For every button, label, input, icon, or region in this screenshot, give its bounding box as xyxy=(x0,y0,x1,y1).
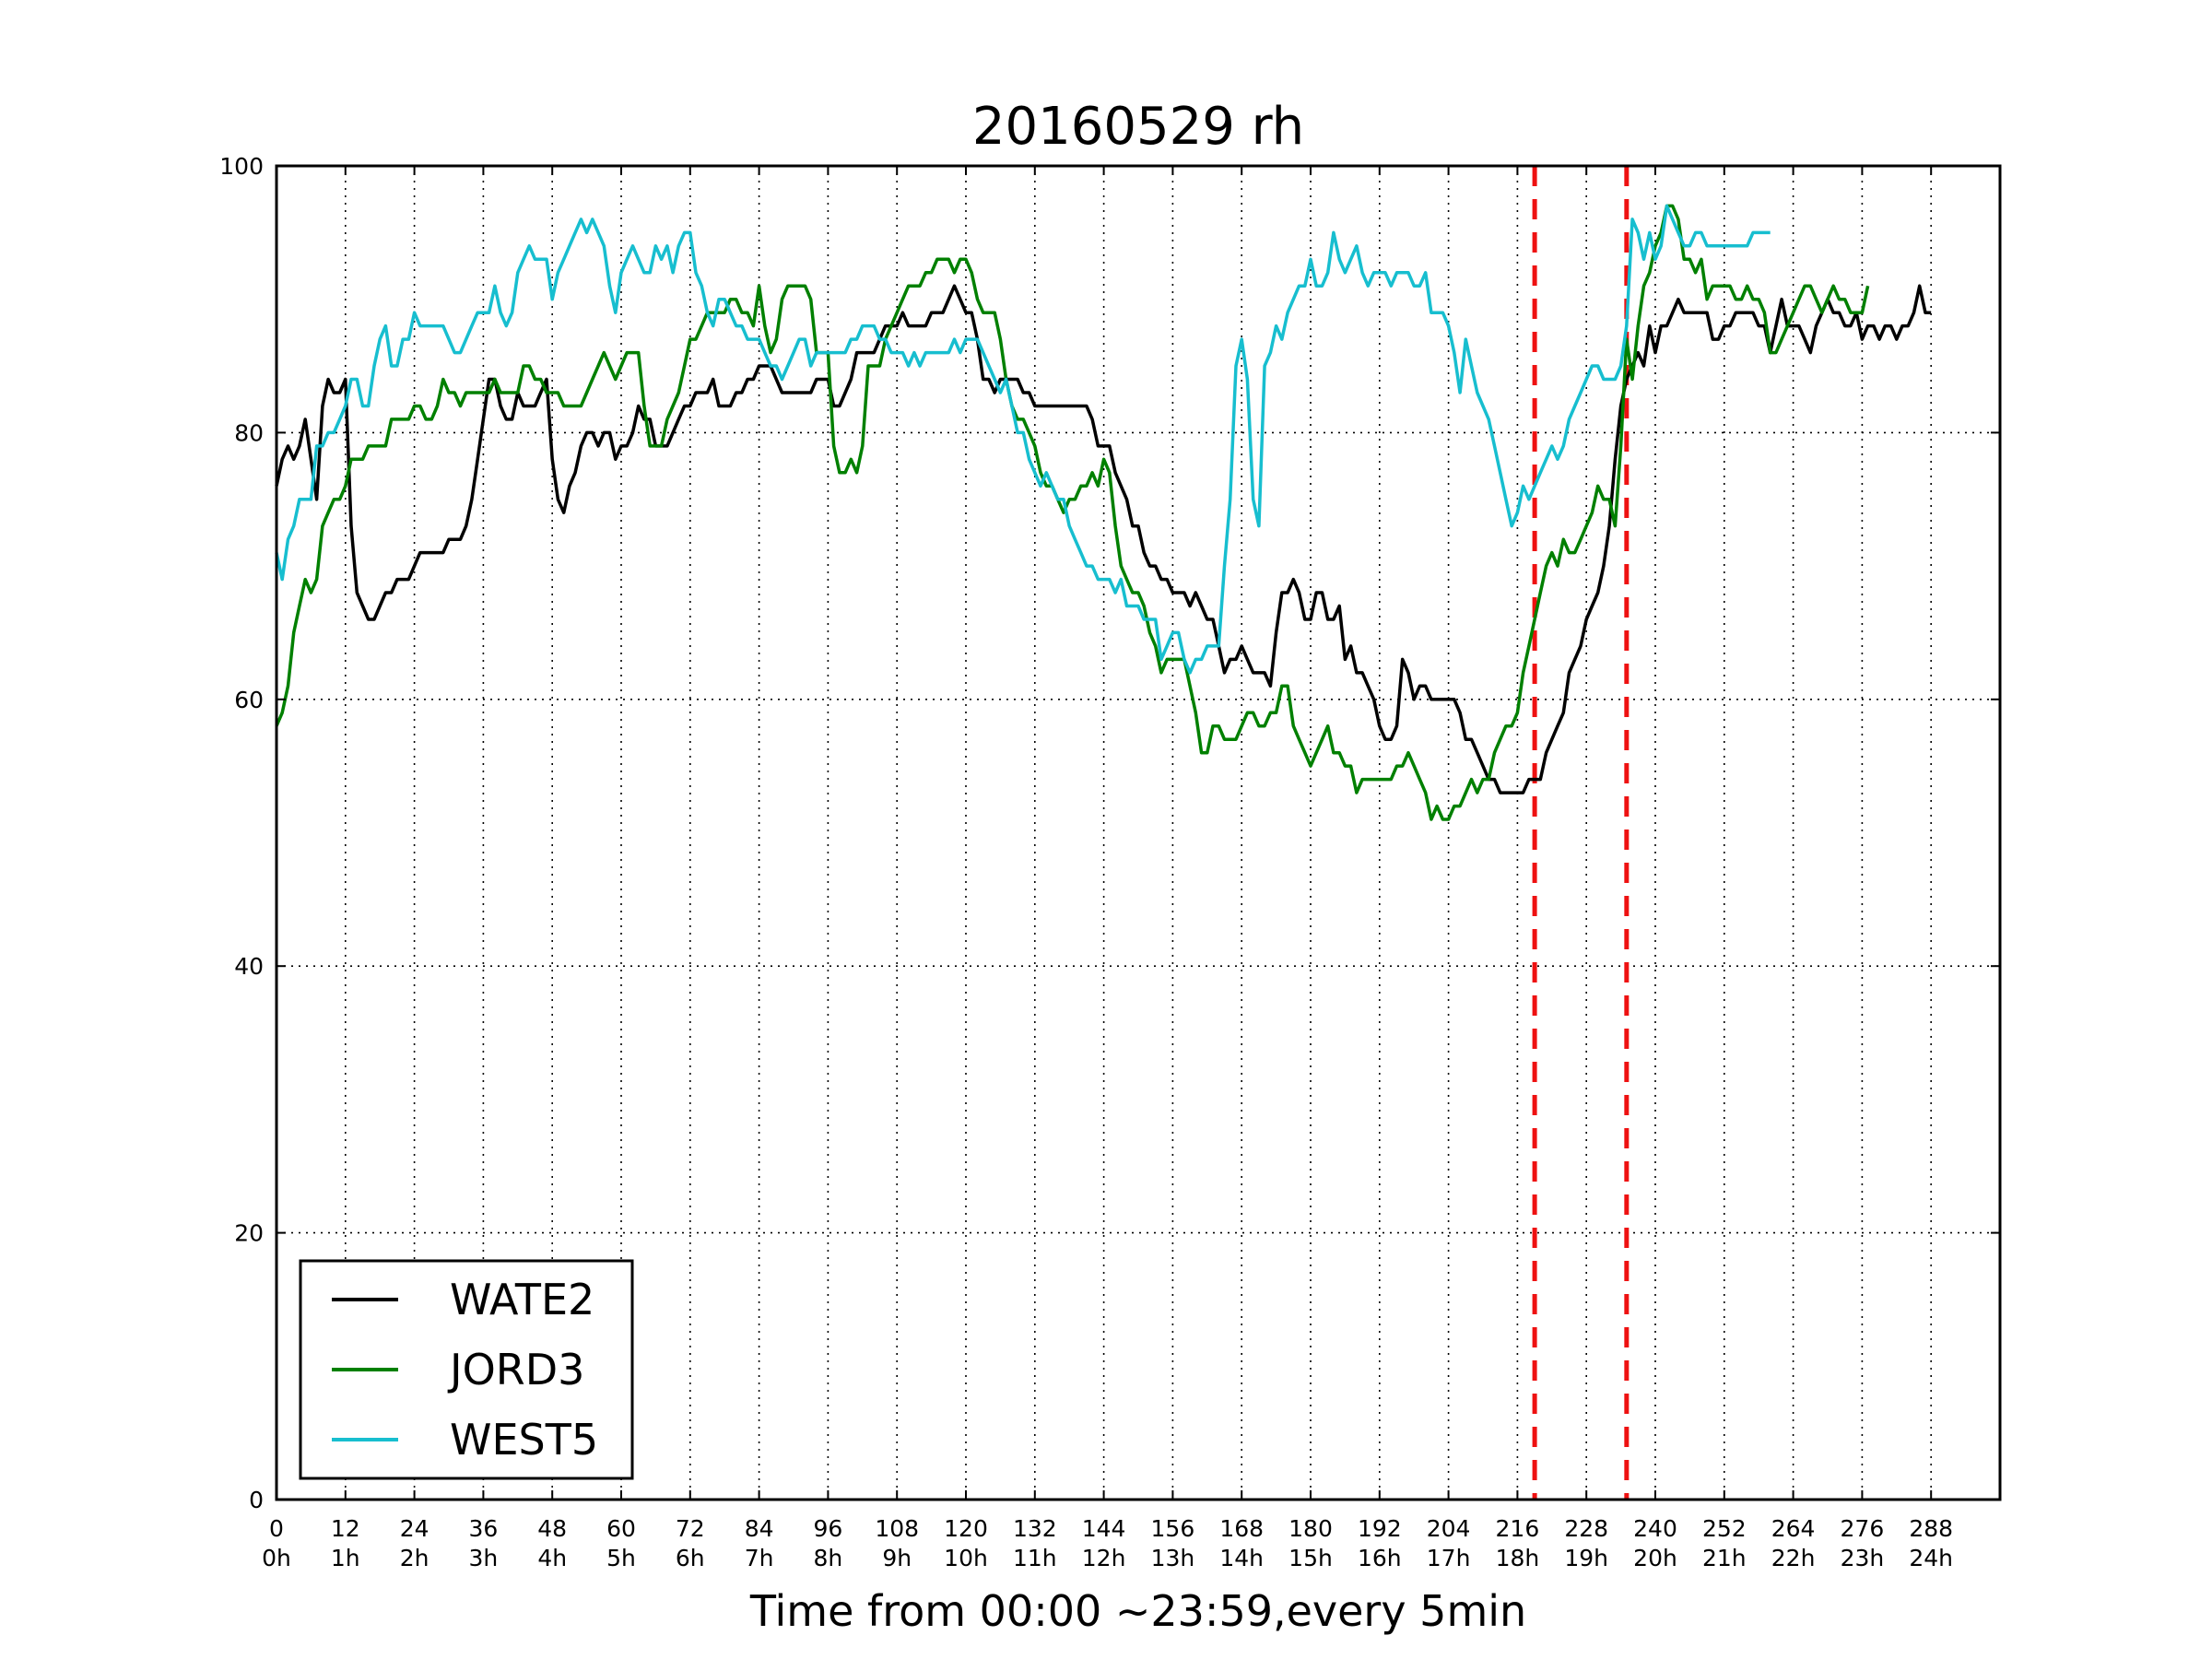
x-axis-ticks: 0 0h 12 1h 24 2h 36 3h 48 4h 60 5h 72 6h 84 7h 96 8h 108 9h… xyxy=(262,166,1953,1571)
x-tick-label: 168 xyxy=(1219,1515,1264,1542)
x-tick-label: 132 xyxy=(1013,1515,1057,1542)
x-tick-hour-label: 6h xyxy=(676,1545,705,1571)
x-tick-label: 108 xyxy=(875,1515,919,1542)
y-tick-label: 0 xyxy=(249,1487,264,1513)
x-tick-label: 96 xyxy=(813,1515,842,1542)
x-tick-label: 240 xyxy=(1633,1515,1677,1542)
x-tick-label: 216 xyxy=(1496,1515,1540,1542)
x-tick-hour-label: 8h xyxy=(814,1545,843,1571)
x-tick-hour-label: 12h xyxy=(1082,1545,1126,1571)
x-tick-hour-label: 0h xyxy=(262,1545,291,1571)
legend-label: WEST5 xyxy=(450,1415,598,1465)
series-line-west5 xyxy=(275,204,1771,675)
x-tick-hour-label: 5h xyxy=(606,1545,636,1571)
x-tick-label: 180 xyxy=(1288,1515,1333,1542)
x-tick-label: 204 xyxy=(1427,1515,1471,1542)
x-tick-hour-label: 2h xyxy=(400,1545,429,1571)
y-tick-label: 80 xyxy=(234,419,264,446)
y-tick-label: 40 xyxy=(234,953,264,980)
series-line-wate2 xyxy=(275,284,1932,794)
chart-title: 20160529 rh xyxy=(972,97,1304,157)
y-tick-label: 100 xyxy=(219,153,264,180)
legend-label: JORD3 xyxy=(447,1345,584,1394)
plot-frame xyxy=(275,164,2002,1501)
x-axis-label: Time from 00:00 ~23:59,every 5min xyxy=(749,1586,1526,1636)
x-tick-label: 36 xyxy=(468,1515,498,1542)
x-tick-label: 156 xyxy=(1151,1515,1195,1542)
legend: WATE2 JORD3 WEST5 xyxy=(299,1259,634,1480)
x-tick-label: 24 xyxy=(400,1515,429,1542)
x-tick-hour-label: 22h xyxy=(1771,1545,1816,1571)
grid-lines xyxy=(276,166,2000,1500)
x-tick-hour-label: 9h xyxy=(882,1545,912,1571)
x-tick-hour-label: 17h xyxy=(1427,1545,1471,1571)
x-tick-hour-label: 13h xyxy=(1151,1545,1195,1571)
x-tick-hour-label: 1h xyxy=(331,1545,360,1571)
x-tick-label: 0 xyxy=(269,1515,284,1542)
x-tick-label: 228 xyxy=(1564,1515,1608,1542)
x-tick-hour-label: 4h xyxy=(537,1545,567,1571)
x-tick-hour-label: 10h xyxy=(944,1545,988,1571)
vertical-markers xyxy=(1532,166,1630,1500)
x-tick-label: 252 xyxy=(1702,1515,1747,1542)
x-tick-hour-label: 18h xyxy=(1496,1545,1540,1571)
y-tick-label: 60 xyxy=(234,687,264,713)
x-tick-label: 192 xyxy=(1358,1515,1402,1542)
x-tick-hour-label: 14h xyxy=(1219,1545,1264,1571)
x-tick-label: 60 xyxy=(606,1515,636,1542)
legend-label: WATE2 xyxy=(450,1275,594,1324)
y-axis-ticks: 0 20 40 60 80 100 xyxy=(219,153,2000,1513)
x-tick-label: 144 xyxy=(1082,1515,1126,1542)
x-tick-hour-label: 23h xyxy=(1841,1545,1885,1571)
x-tick-hour-label: 24h xyxy=(1909,1545,1953,1571)
x-tick-label: 288 xyxy=(1909,1515,1953,1542)
x-tick-label: 12 xyxy=(331,1515,360,1542)
x-tick-label: 276 xyxy=(1841,1515,1885,1542)
x-tick-label: 264 xyxy=(1771,1515,1816,1542)
x-tick-hour-label: 19h xyxy=(1564,1545,1608,1571)
series-lines xyxy=(275,204,1932,821)
x-tick-hour-label: 7h xyxy=(745,1545,774,1571)
x-tick-label: 120 xyxy=(944,1515,988,1542)
x-tick-label: 72 xyxy=(676,1515,705,1542)
x-tick-hour-label: 11h xyxy=(1013,1545,1057,1571)
x-tick-hour-label: 16h xyxy=(1358,1545,1402,1571)
x-tick-label: 48 xyxy=(537,1515,567,1542)
y-tick-label: 20 xyxy=(234,1220,264,1247)
x-tick-label: 84 xyxy=(745,1515,774,1542)
x-tick-hour-label: 20h xyxy=(1633,1545,1677,1571)
x-tick-hour-label: 3h xyxy=(469,1545,499,1571)
x-tick-hour-label: 21h xyxy=(1702,1545,1747,1571)
series-line-jord3 xyxy=(275,204,1870,821)
x-tick-hour-label: 15h xyxy=(1288,1545,1333,1571)
